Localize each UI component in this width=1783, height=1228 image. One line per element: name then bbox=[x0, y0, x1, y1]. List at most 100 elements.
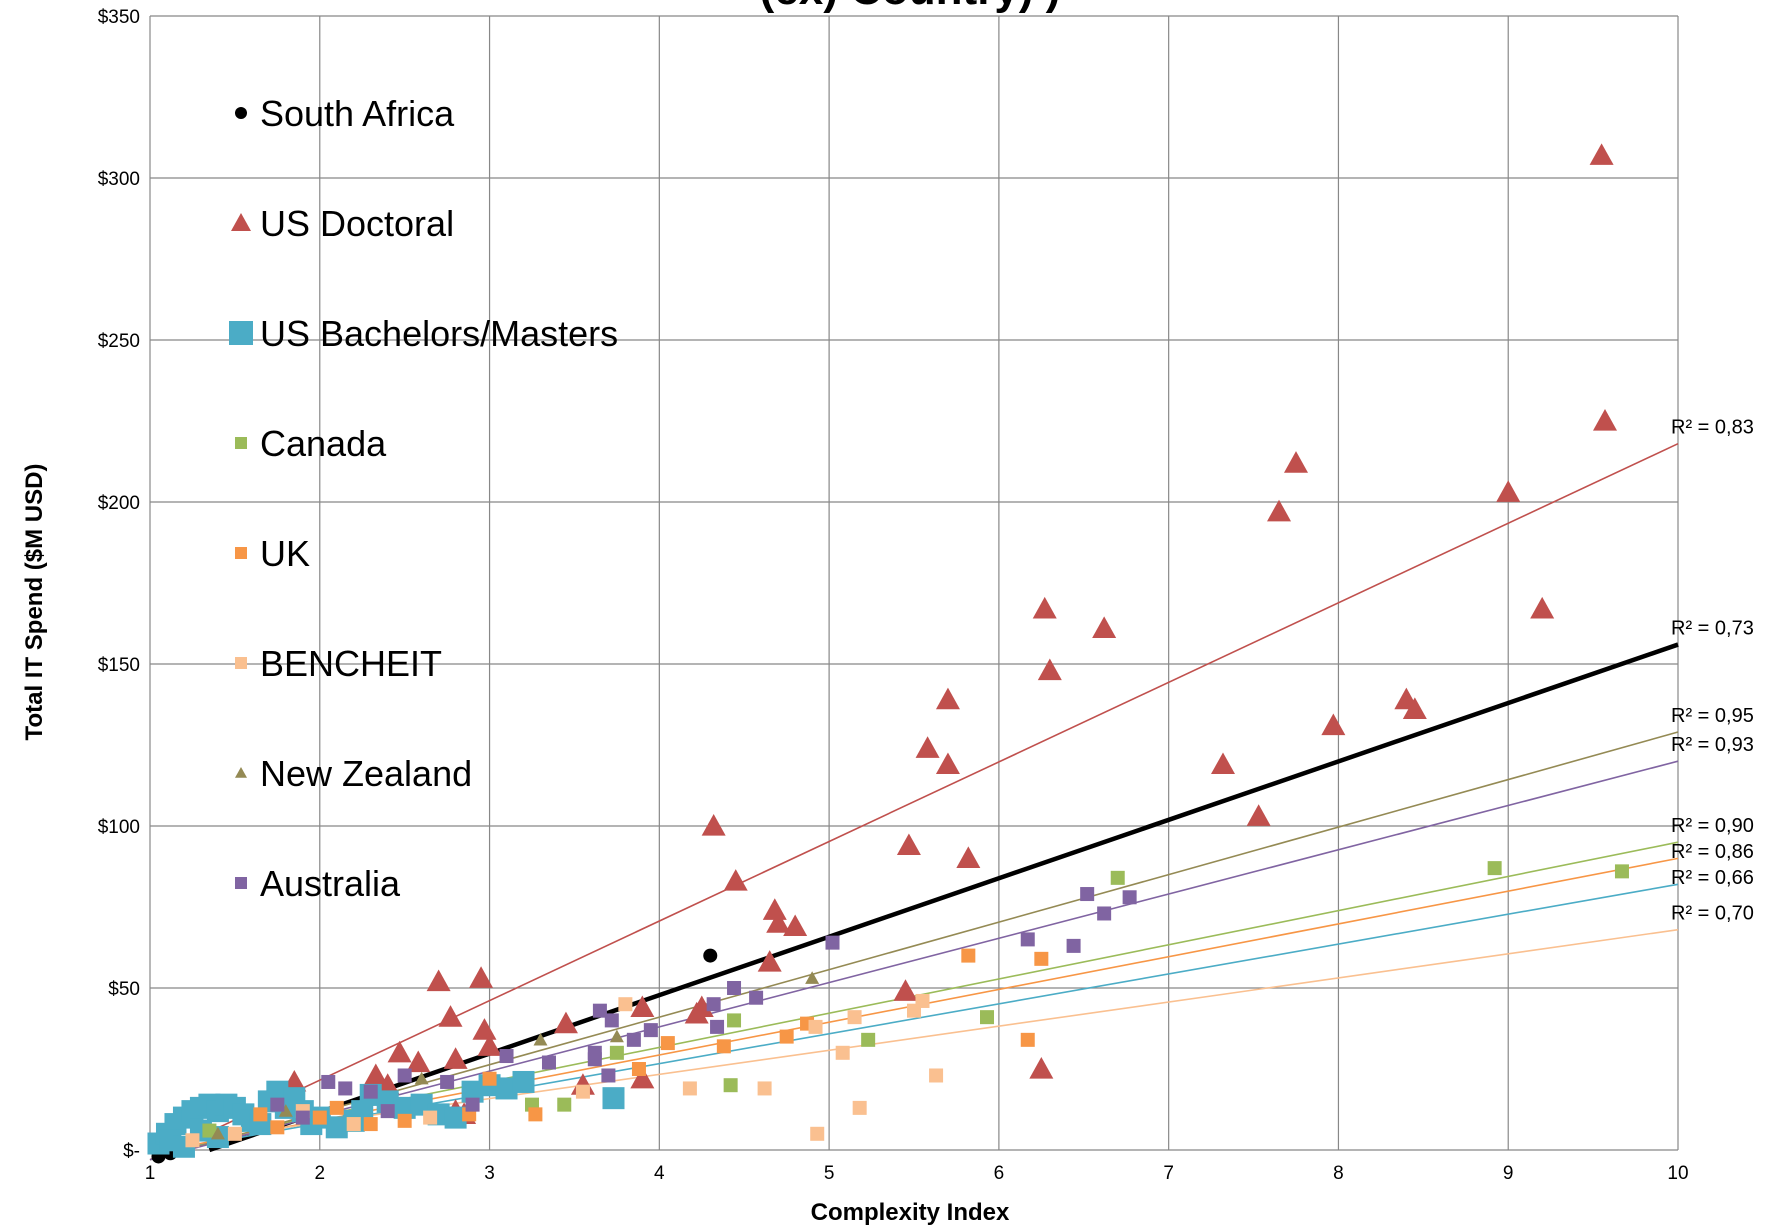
data-point bbox=[1080, 887, 1095, 902]
data-point bbox=[440, 1074, 455, 1089]
r-squared-label: R² = 0,86 bbox=[1671, 841, 1754, 863]
x-axis-title: Complexity Index bbox=[811, 1199, 1010, 1226]
data-point bbox=[1032, 596, 1057, 619]
data-point bbox=[482, 1071, 497, 1086]
data-point bbox=[893, 979, 918, 1001]
data-point bbox=[541, 1055, 556, 1070]
data-point bbox=[1530, 596, 1555, 619]
data-point bbox=[1092, 616, 1117, 638]
data-point bbox=[915, 736, 940, 758]
data-point bbox=[295, 1110, 310, 1125]
legend-marker bbox=[235, 437, 247, 449]
data-point bbox=[626, 1032, 641, 1047]
legend-label: US Bachelors/Masters bbox=[260, 313, 618, 354]
data-point bbox=[495, 1077, 518, 1100]
data-point bbox=[757, 1081, 772, 1096]
data-point bbox=[406, 1050, 431, 1073]
r-squared-label: R² = 0,93 bbox=[1671, 734, 1754, 756]
data-point bbox=[727, 981, 742, 995]
x-tick-label: 5 bbox=[824, 1163, 835, 1184]
data-point bbox=[703, 948, 718, 963]
r-squared-label: R² = 0,73 bbox=[1671, 618, 1754, 640]
data-point bbox=[387, 1040, 412, 1063]
data-point bbox=[766, 911, 791, 933]
x-tick-label: 8 bbox=[1333, 1163, 1344, 1184]
data-point bbox=[643, 1023, 658, 1038]
r-squared-labels: R² = 0,83 R² = 0,73 R² = 0,95 R² = 0,93 R² =… bbox=[1671, 417, 1754, 925]
data-point bbox=[438, 1005, 463, 1027]
legend-label: UK bbox=[260, 533, 310, 574]
data-point bbox=[512, 1070, 535, 1093]
data-point bbox=[346, 1117, 361, 1132]
data-point bbox=[601, 1068, 616, 1083]
data-point bbox=[528, 1107, 543, 1122]
data-point bbox=[710, 1019, 725, 1034]
legend-label: New Zealand bbox=[260, 753, 472, 794]
y-axis-title: Total IT Spend ($M USD) bbox=[21, 464, 48, 741]
data-point bbox=[1029, 1057, 1054, 1079]
data-point bbox=[1267, 499, 1292, 522]
data-point bbox=[469, 966, 494, 988]
y-tick-label: $100 bbox=[98, 817, 140, 838]
r-squared-label: R² = 0,66 bbox=[1671, 867, 1754, 889]
data-point bbox=[631, 1062, 646, 1076]
data-point bbox=[805, 971, 820, 984]
data-point bbox=[929, 1068, 944, 1083]
data-point bbox=[477, 1034, 502, 1056]
data-point bbox=[312, 1110, 327, 1125]
x-tick-label: 3 bbox=[484, 1163, 495, 1184]
data-point bbox=[1110, 870, 1125, 885]
y-tick-label: $350 bbox=[98, 7, 140, 28]
data-point bbox=[723, 1078, 738, 1093]
data-point bbox=[1122, 890, 1137, 905]
data-point bbox=[592, 1003, 607, 1018]
legend-label: South Africa bbox=[260, 93, 455, 134]
data-point bbox=[426, 969, 451, 992]
data-point bbox=[630, 1066, 655, 1089]
data-point bbox=[393, 1096, 416, 1119]
trendline bbox=[149, 442, 1679, 1161]
data-point bbox=[935, 687, 960, 710]
legend-marker bbox=[235, 767, 247, 778]
legend-marker bbox=[231, 213, 251, 231]
data-point bbox=[1066, 938, 1081, 953]
data-point bbox=[397, 1068, 412, 1083]
y-tick-label: $250 bbox=[98, 331, 140, 352]
data-point bbox=[896, 833, 921, 856]
data-point bbox=[338, 1081, 353, 1096]
legend-label: BENCHEIT bbox=[260, 643, 442, 684]
data-point bbox=[716, 1039, 731, 1054]
data-point bbox=[1210, 752, 1235, 775]
x-tick-label: 7 bbox=[1163, 1163, 1174, 1184]
data-point bbox=[684, 1001, 709, 1024]
trendline bbox=[149, 760, 1679, 1161]
data-point bbox=[363, 1117, 378, 1132]
data-point bbox=[956, 846, 981, 868]
data-point bbox=[1592, 409, 1617, 431]
data-point bbox=[1246, 804, 1271, 826]
data-point bbox=[808, 1019, 823, 1034]
trendlines bbox=[149, 442, 1679, 1161]
data-point bbox=[461, 1080, 484, 1103]
r-squared-label: R² = 0,90 bbox=[1671, 815, 1754, 837]
legend-label: Canada bbox=[260, 423, 387, 464]
data-point bbox=[1020, 1032, 1035, 1047]
legend: South Africa US Doctoral US Bachelors/Mast… bbox=[229, 93, 618, 904]
data-point bbox=[1321, 713, 1346, 736]
data-point bbox=[253, 1107, 268, 1122]
data-point bbox=[444, 1106, 467, 1129]
data-point bbox=[1589, 143, 1614, 165]
data-point bbox=[604, 1013, 619, 1028]
data-point bbox=[1284, 451, 1308, 473]
data-point bbox=[1402, 697, 1427, 719]
data-point bbox=[587, 1052, 602, 1067]
data-point bbox=[762, 898, 787, 920]
legend-label: Australia bbox=[260, 863, 401, 904]
data-point bbox=[575, 1084, 590, 1099]
data-point bbox=[980, 1010, 995, 1025]
data-point bbox=[825, 935, 840, 950]
data-point bbox=[961, 948, 976, 963]
data-point bbox=[660, 1036, 675, 1051]
r-squared-label: R² = 0,83 bbox=[1671, 417, 1754, 439]
chart-title: (ex) Country) ) bbox=[760, 0, 1061, 14]
